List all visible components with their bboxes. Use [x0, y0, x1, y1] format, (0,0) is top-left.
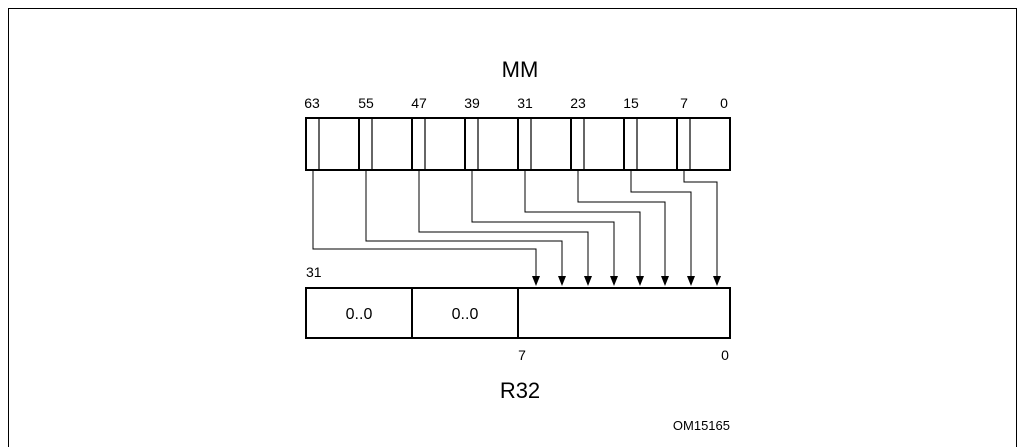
dest-field-zero-middle: 0..0	[452, 306, 479, 323]
bit-label-63: 63	[304, 95, 320, 111]
route-byte-7	[312, 170, 537, 277]
destination-register-title: R32	[500, 378, 540, 403]
route-byte-0	[683, 170, 718, 277]
figure-frame	[8, 8, 1017, 447]
source-register	[305, 117, 731, 171]
route-byte-4	[471, 170, 615, 277]
bit-label-0: 0	[720, 95, 728, 111]
source-register-title: MM	[502, 57, 539, 82]
byte-dividers	[358, 118, 678, 170]
bit-label-23: 23	[570, 95, 586, 111]
bit-label-31: 31	[517, 95, 533, 111]
destination-register	[305, 287, 731, 339]
bit-label-55: 55	[358, 95, 374, 111]
route-byte-2	[577, 170, 666, 277]
bit-label-15: 15	[623, 95, 639, 111]
figure-code: OM15165	[673, 418, 730, 433]
dest-bit-label-7: 7	[518, 347, 526, 363]
arrowheads	[532, 276, 721, 286]
dest-field-zero-upper: 0..0	[346, 306, 373, 323]
route-byte-1	[630, 170, 692, 277]
source-bit-labels: 63 55 47 39 31 23 15 7 0	[304, 95, 728, 111]
bit-label-39: 39	[464, 95, 480, 111]
bit-label-47: 47	[411, 95, 427, 111]
dest-bit-label-0: 0	[721, 347, 729, 363]
route-byte-6	[365, 170, 563, 277]
route-byte-5	[418, 170, 589, 277]
route-byte-3	[524, 170, 641, 277]
bit-label-7: 7	[680, 95, 688, 111]
msb-markers	[318, 118, 691, 170]
msb-routing-lines	[312, 170, 718, 277]
dest-msb-label: 31	[306, 264, 322, 280]
